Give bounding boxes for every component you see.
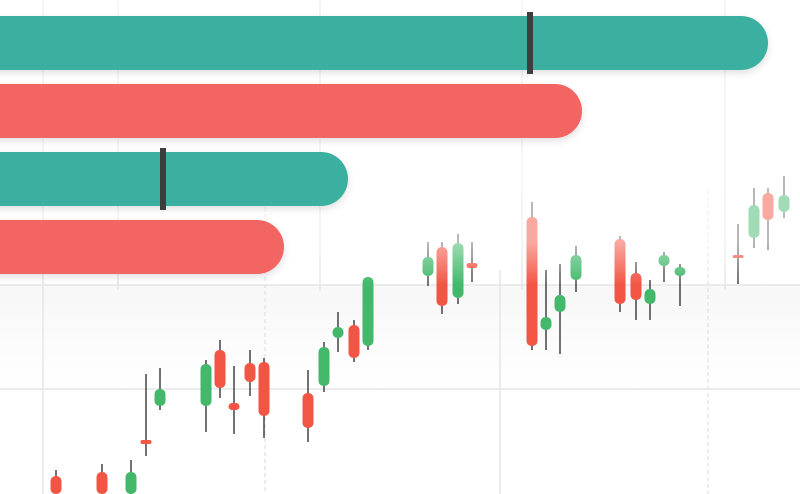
candle-body: [362, 277, 374, 346]
bar: [0, 84, 582, 138]
bar: [0, 152, 348, 206]
candle-body: [258, 362, 270, 416]
bar: [0, 16, 768, 70]
candle-body: [644, 289, 656, 304]
candle-body: [318, 347, 330, 386]
candle-body: [140, 440, 152, 444]
candle-body: [540, 317, 552, 330]
candle-body: [200, 364, 212, 406]
candle-body: [96, 472, 108, 494]
candle-body: [50, 476, 62, 494]
bar-marker: [160, 148, 166, 210]
candle-body: [244, 363, 256, 382]
candle-body: [348, 325, 360, 358]
bar: [0, 220, 284, 274]
candle-body: [228, 403, 240, 410]
candle-body: [302, 393, 314, 428]
candle-body: [214, 350, 226, 388]
bar-marker: [527, 12, 533, 74]
candle-body: [332, 327, 344, 338]
candle-body: [154, 389, 166, 406]
bars: [0, 12, 768, 274]
candle-body: [125, 472, 137, 494]
candle-body: [554, 295, 566, 312]
